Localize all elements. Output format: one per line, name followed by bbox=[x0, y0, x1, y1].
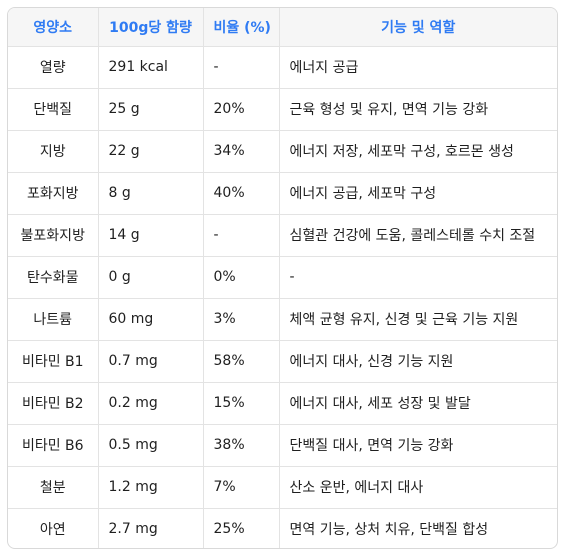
amount-cell: 22 g bbox=[98, 130, 204, 173]
nutrition-table-container: 영양소 100g당 함량 비율 (%) 기능 및 역할 열량 291 kcal … bbox=[7, 7, 558, 549]
role-cell: 에너지 대사, 신경 기능 지원 bbox=[279, 340, 557, 383]
table-row: 열량 291 kcal - 에너지 공급 bbox=[8, 46, 557, 89]
ratio-cell: 58% bbox=[203, 340, 280, 383]
header-ratio: 비율 (%) bbox=[203, 8, 280, 47]
table-row: 비타민 B2 0.2 mg 15% 에너지 대사, 세포 성장 및 발달 bbox=[8, 382, 557, 425]
table-row: 단백질 25 g 20% 근육 형성 및 유지, 면역 기능 강화 bbox=[8, 88, 557, 131]
nutrient-cell: 열량 bbox=[8, 46, 99, 89]
nutrient-cell: 단백질 bbox=[8, 88, 99, 131]
nutrient-cell: 탄수화물 bbox=[8, 256, 99, 299]
ratio-cell: 20% bbox=[203, 88, 280, 131]
table-row: 포화지방 8 g 40% 에너지 공급, 세포막 구성 bbox=[8, 172, 557, 215]
nutrient-cell: 불포화지방 bbox=[8, 214, 99, 257]
header-role: 기능 및 역할 bbox=[279, 8, 557, 47]
amount-cell: 14 g bbox=[98, 214, 204, 257]
ratio-cell: 7% bbox=[203, 466, 280, 509]
ratio-cell: 40% bbox=[203, 172, 280, 215]
role-cell: 에너지 공급, 세포막 구성 bbox=[279, 172, 557, 215]
role-cell: 에너지 저장, 세포막 구성, 호르몬 생성 bbox=[279, 130, 557, 173]
ratio-cell: 3% bbox=[203, 298, 280, 341]
nutrient-cell: 철분 bbox=[8, 466, 99, 509]
amount-cell: 0 g bbox=[98, 256, 204, 299]
table-row: 철분 1.2 mg 7% 산소 운반, 에너지 대사 bbox=[8, 466, 557, 509]
table-row: 아연 2.7 mg 25% 면역 기능, 상처 치유, 단백질 합성 bbox=[8, 508, 557, 548]
nutrition-table: 영양소 100g당 함량 비율 (%) 기능 및 역할 열량 291 kcal … bbox=[8, 8, 557, 548]
ratio-cell: - bbox=[203, 46, 280, 89]
role-cell: 심혈관 건강에 도움, 콜레스테롤 수치 조절 bbox=[279, 214, 557, 257]
ratio-cell: 25% bbox=[203, 508, 280, 548]
table-row: 불포화지방 14 g - 심혈관 건강에 도움, 콜레스테롤 수치 조절 bbox=[8, 214, 557, 257]
nutrient-cell: 아연 bbox=[8, 508, 99, 548]
table-row: 비타민 B6 0.5 mg 38% 단백질 대사, 면역 기능 강화 bbox=[8, 424, 557, 467]
amount-cell: 0.5 mg bbox=[98, 424, 204, 467]
role-cell: 면역 기능, 상처 치유, 단백질 합성 bbox=[289, 522, 489, 539]
role-cell: 산소 운반, 에너지 대사 bbox=[279, 466, 557, 509]
role-cell: 에너지 대사, 세포 성장 및 발달 bbox=[279, 382, 557, 425]
table-row: 탄수화물 0 g 0% - bbox=[8, 256, 557, 299]
table-body: 열량 291 kcal - 에너지 공급 단백질 25 g 20% 근육 형성 … bbox=[8, 46, 557, 548]
role-cell: 체액 균형 유지, 신경 및 근육 기능 지원 bbox=[279, 298, 557, 341]
role-cell: 근육 형성 및 유지, 면역 기능 강화 bbox=[279, 88, 557, 131]
nutrient-cell: 포화지방 bbox=[8, 172, 99, 215]
table-row: 나트륨 60 mg 3% 체액 균형 유지, 신경 및 근육 기능 지원 bbox=[8, 298, 557, 341]
ratio-cell: 15% bbox=[203, 382, 280, 425]
header-amount: 100g당 함량 bbox=[98, 8, 204, 47]
table-row: 지방 22 g 34% 에너지 저장, 세포막 구성, 호르몬 생성 bbox=[8, 130, 557, 173]
amount-cell: 25 g bbox=[98, 88, 204, 131]
nutrient-cell: 비타민 B2 bbox=[8, 382, 99, 425]
nutrient-cell: 비타민 B6 bbox=[8, 424, 99, 467]
nutrient-cell: 비타민 B1 bbox=[8, 340, 99, 383]
amount-cell: 0.7 mg bbox=[98, 340, 204, 383]
amount-cell: 291 kcal bbox=[98, 46, 204, 89]
role-cell: 단백질 대사, 면역 기능 강화 bbox=[279, 424, 557, 467]
header-nutrient: 영양소 bbox=[8, 8, 99, 47]
role-cell: - bbox=[279, 256, 557, 299]
ratio-cell: - bbox=[203, 214, 280, 257]
amount-cell: 0.2 mg bbox=[98, 382, 204, 425]
ratio-cell: 0% bbox=[203, 256, 280, 299]
table-row: 비타민 B1 0.7 mg 58% 에너지 대사, 신경 기능 지원 bbox=[8, 340, 557, 383]
amount-cell: 1.2 mg bbox=[98, 466, 204, 509]
amount-cell: 8 g bbox=[98, 172, 204, 215]
table-header-row: 영양소 100g당 함량 비율 (%) 기능 및 역할 bbox=[8, 8, 557, 47]
nutrient-cell: 지방 bbox=[8, 130, 99, 173]
nutrient-cell: 나트륨 bbox=[8, 298, 99, 341]
ratio-cell: 34% bbox=[203, 130, 280, 173]
role-cell: 에너지 공급 bbox=[279, 46, 557, 89]
amount-cell: 2.7 mg bbox=[98, 508, 204, 548]
ratio-cell: 38% bbox=[203, 424, 280, 467]
amount-cell: 60 mg bbox=[98, 298, 204, 341]
